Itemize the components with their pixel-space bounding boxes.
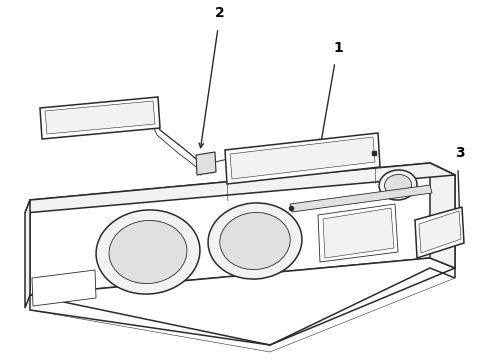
Polygon shape	[230, 137, 375, 179]
Text: 3: 3	[455, 146, 465, 160]
Polygon shape	[25, 163, 455, 213]
Polygon shape	[430, 163, 455, 268]
Polygon shape	[323, 208, 394, 258]
Ellipse shape	[109, 220, 187, 284]
Polygon shape	[225, 133, 380, 184]
Ellipse shape	[385, 175, 412, 195]
Polygon shape	[196, 152, 216, 175]
Ellipse shape	[208, 203, 302, 279]
Ellipse shape	[220, 212, 290, 270]
Polygon shape	[30, 258, 455, 345]
Text: 2: 2	[215, 6, 225, 20]
Polygon shape	[40, 97, 160, 139]
Polygon shape	[32, 270, 96, 306]
Polygon shape	[415, 207, 464, 258]
Polygon shape	[290, 185, 432, 212]
Ellipse shape	[96, 210, 200, 294]
Polygon shape	[318, 204, 398, 262]
Polygon shape	[30, 163, 455, 295]
Polygon shape	[25, 200, 30, 308]
Ellipse shape	[379, 170, 417, 200]
Polygon shape	[45, 101, 155, 134]
Polygon shape	[419, 211, 461, 253]
Text: 1: 1	[333, 41, 343, 55]
